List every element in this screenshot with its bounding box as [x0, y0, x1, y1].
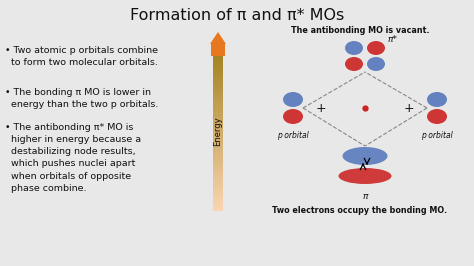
Bar	[213, 81, 223, 85]
Bar	[213, 148, 223, 152]
Text: • The bonding π MO is lower in
  energy than the two p orbitals.: • The bonding π MO is lower in energy th…	[5, 88, 158, 109]
Text: p orbital: p orbital	[277, 131, 309, 140]
Ellipse shape	[343, 147, 388, 165]
Bar	[213, 112, 223, 116]
Ellipse shape	[283, 109, 303, 124]
Bar	[213, 164, 223, 168]
Bar	[213, 168, 223, 172]
Text: p orbital: p orbital	[421, 131, 453, 140]
Ellipse shape	[338, 168, 392, 184]
Ellipse shape	[367, 41, 385, 55]
Bar	[213, 61, 223, 65]
Bar	[213, 85, 223, 89]
Bar	[213, 203, 223, 207]
Bar	[213, 97, 223, 100]
Bar	[213, 69, 223, 73]
Ellipse shape	[367, 57, 385, 71]
Text: • Two atomic p orbitals combine
  to form two molecular orbitals.: • Two atomic p orbitals combine to form …	[5, 46, 158, 67]
Ellipse shape	[345, 41, 363, 55]
Bar	[213, 156, 223, 160]
Text: Formation of π and π* MOs: Formation of π and π* MOs	[130, 8, 344, 23]
Bar	[213, 140, 223, 144]
Bar	[213, 104, 223, 108]
Bar	[213, 187, 223, 191]
Bar	[213, 172, 223, 176]
Bar	[213, 120, 223, 124]
Bar	[213, 136, 223, 140]
Bar	[213, 93, 223, 97]
Bar	[213, 77, 223, 81]
Text: The antibonding MO is vacant.: The antibonding MO is vacant.	[291, 26, 429, 35]
Bar	[213, 124, 223, 128]
Bar	[213, 100, 223, 104]
Bar	[213, 191, 223, 195]
Bar	[213, 183, 223, 187]
Bar	[213, 132, 223, 136]
Ellipse shape	[283, 92, 303, 107]
Bar	[213, 144, 223, 148]
Bar	[213, 116, 223, 120]
Bar	[213, 65, 223, 69]
Bar	[213, 195, 223, 199]
Bar	[213, 89, 223, 93]
Text: • The antibonding π* MO is
  higher in energy because a
  destabilizing node res: • The antibonding π* MO is higher in ene…	[5, 123, 141, 193]
Text: +: +	[404, 102, 414, 114]
Text: π*: π*	[388, 35, 398, 44]
Ellipse shape	[427, 92, 447, 107]
Ellipse shape	[427, 109, 447, 124]
Text: Two electrons occupy the bonding MO.: Two electrons occupy the bonding MO.	[273, 206, 447, 215]
Bar	[213, 57, 223, 61]
Bar	[213, 108, 223, 112]
Bar	[213, 73, 223, 77]
Bar	[213, 176, 223, 179]
Bar	[213, 199, 223, 203]
Bar	[213, 207, 223, 211]
Bar	[213, 152, 223, 156]
Ellipse shape	[345, 57, 363, 71]
Text: +: +	[316, 102, 326, 114]
FancyArrow shape	[210, 32, 226, 56]
Text: π: π	[362, 192, 368, 201]
Text: Energy: Energy	[213, 116, 222, 146]
Bar	[213, 179, 223, 183]
Bar	[213, 160, 223, 164]
Bar	[213, 53, 223, 57]
Bar	[213, 128, 223, 132]
